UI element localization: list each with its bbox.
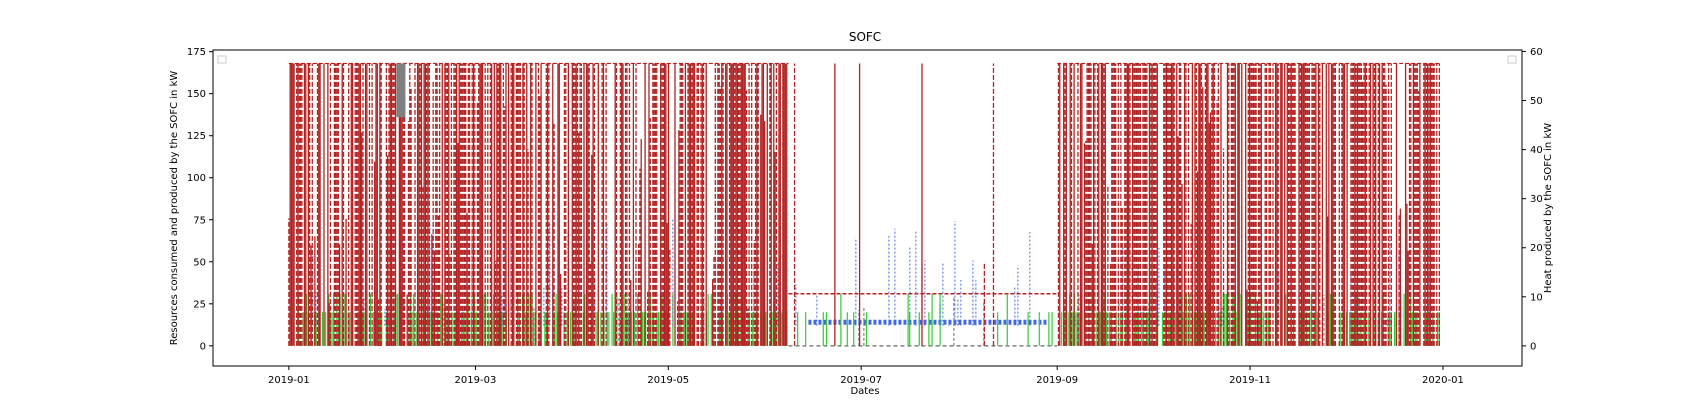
chart-title: SOFC <box>849 30 881 44</box>
y-axis-left: 0 25 50 75 100 125 150 175 <box>187 47 213 352</box>
left-legend-box <box>217 55 227 64</box>
x-tick-label: 2019-05 <box>647 375 689 386</box>
x-tick-label: 2019-01 <box>268 375 310 386</box>
right-legend-box <box>1507 55 1517 64</box>
series-off-block <box>396 63 406 118</box>
y-right-tick-label: 50 <box>1530 96 1543 107</box>
series-layer <box>288 62 1441 347</box>
x-axis-label: Dates <box>850 386 879 397</box>
y-axis-right-label: Heat produced by the SOFC in kW <box>1543 123 1554 293</box>
y-left-tick-label: 0 <box>200 341 206 352</box>
x-tick-label: 2019-11 <box>1229 375 1271 386</box>
y-right-tick-label: 20 <box>1530 243 1543 254</box>
y-left-tick-label: 25 <box>193 299 206 310</box>
y-right-tick-label: 30 <box>1530 194 1543 205</box>
y-axis-left-label: Resources consumed and produced by the S… <box>169 71 180 346</box>
x-axis: 2019-01 2019-03 2019-05 2019-07 2019-09 2019-… <box>268 366 1464 386</box>
y-left-tick-label: 125 <box>187 131 206 142</box>
y-left-tick-label: 175 <box>187 47 206 58</box>
plot-frame <box>212 49 1523 367</box>
plot-area <box>213 50 1522 366</box>
x-tick-label: 2019-07 <box>840 375 882 386</box>
y-right-tick-label: 0 <box>1530 341 1536 352</box>
y-left-tick-label: 50 <box>193 257 206 268</box>
x-tick-label: 2020-01 <box>1422 375 1464 386</box>
x-tick-label: 2019-03 <box>455 375 497 386</box>
y-axis-right: 0 10 20 30 40 50 60 <box>1522 47 1543 352</box>
x-tick-label: 2019-09 <box>1036 375 1078 386</box>
y-left-tick-label: 150 <box>187 89 206 100</box>
y-right-tick-label: 10 <box>1530 292 1543 303</box>
y-left-tick-label: 75 <box>193 215 206 226</box>
y-right-tick-label: 60 <box>1530 47 1543 58</box>
y-right-tick-label: 40 <box>1530 145 1543 156</box>
y-left-tick-label: 100 <box>187 173 206 184</box>
